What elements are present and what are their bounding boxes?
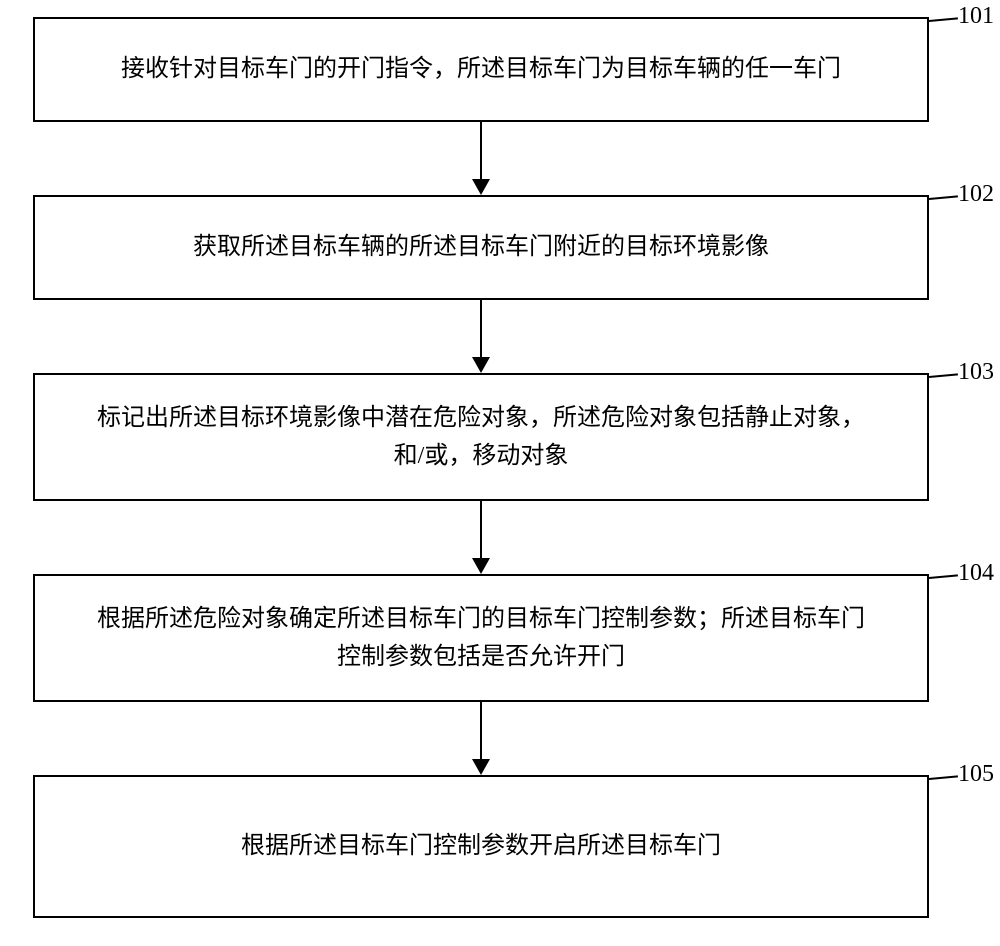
flowchart-arrow-head: [472, 179, 490, 195]
flowchart-step-label: 101: [958, 3, 994, 30]
flowchart-leader-line: [929, 17, 958, 22]
flowchart-step-text: 获取所述目标车辆的所述目标车门附近的目标环境影像: [193, 228, 769, 266]
flowchart-step-box: 接收针对目标车门的开门指令，所述目标车门为目标车辆的任一车门: [33, 17, 929, 122]
flowchart-step-text: 标记出所述目标环境影像中潜在危险对象，所述危险对象包括静止对象， 和/或，移动对…: [97, 399, 865, 476]
flowchart-leader-line: [929, 574, 958, 579]
flowchart-arrow-line: [480, 702, 482, 759]
flowchart-leader-line: [929, 373, 958, 378]
flowchart-arrow-head: [472, 357, 490, 373]
flowchart-step-label: 105: [958, 761, 994, 788]
flowchart-step-box: 获取所述目标车辆的所述目标车门附近的目标环境影像: [33, 195, 929, 300]
flowchart-canvas: 接收针对目标车门的开门指令，所述目标车门为目标车辆的任一车门 101 获取所述目标车…: [0, 0, 1000, 946]
flowchart-step-box: 根据所述危险对象确定所述目标车门的目标车门控制参数；所述目标车门 控制参数包括是…: [33, 574, 929, 702]
flowchart-arrow-line: [480, 300, 482, 357]
flowchart-step-text: 根据所述目标车门控制参数开启所述目标车门: [241, 827, 721, 865]
flowchart-step-label: 102: [958, 181, 994, 208]
flowchart-step-text: 根据所述危险对象确定所述目标车门的目标车门控制参数；所述目标车门 控制参数包括是…: [97, 600, 865, 677]
flowchart-arrow-head: [472, 759, 490, 775]
flowchart-step-label: 104: [958, 560, 994, 587]
flowchart-step-label: 103: [958, 359, 994, 386]
flowchart-step-text: 接收针对目标车门的开门指令，所述目标车门为目标车辆的任一车门: [121, 50, 841, 88]
flowchart-arrow-line: [480, 122, 482, 179]
flowchart-arrow-head: [472, 558, 490, 574]
flowchart-leader-line: [929, 775, 958, 780]
flowchart-step-box: 标记出所述目标环境影像中潜在危险对象，所述危险对象包括静止对象， 和/或，移动对…: [33, 373, 929, 501]
flowchart-leader-line: [929, 195, 958, 200]
flowchart-step-box: 根据所述目标车门控制参数开启所述目标车门: [33, 775, 929, 918]
flowchart-arrow-line: [480, 501, 482, 558]
